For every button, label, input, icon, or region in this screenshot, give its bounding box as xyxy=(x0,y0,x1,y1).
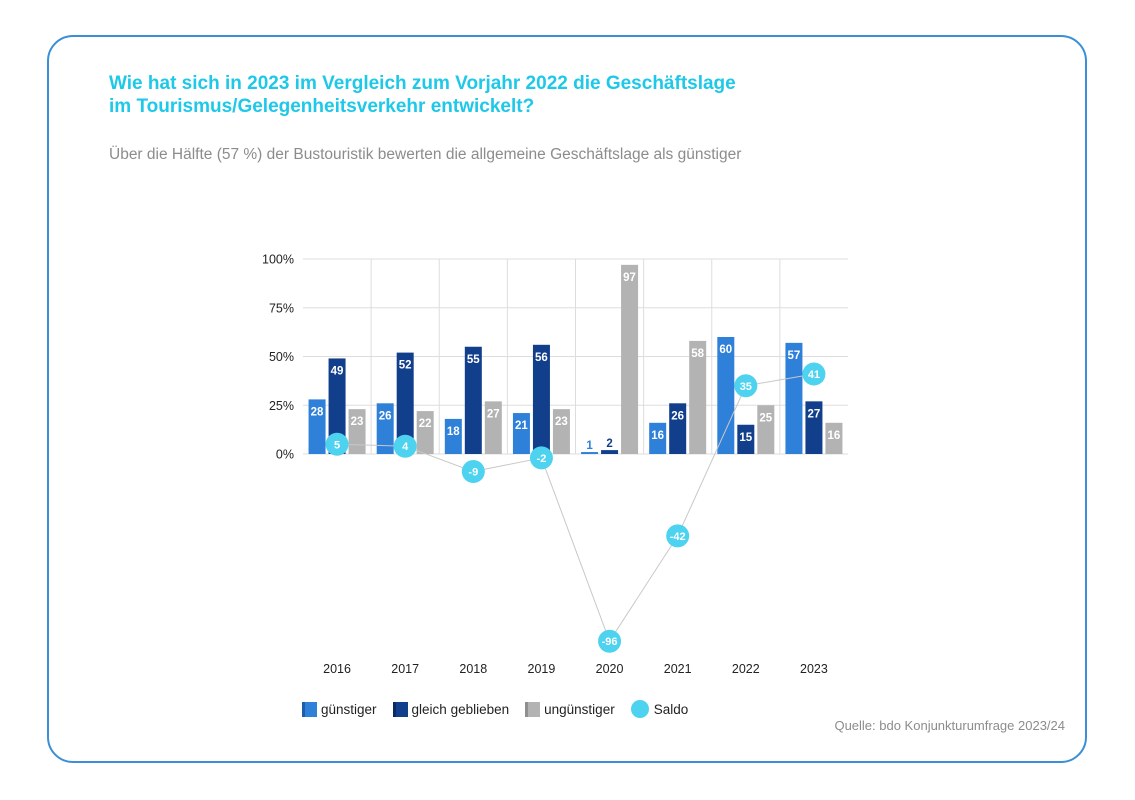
legend-label-saldo: Saldo xyxy=(653,701,689,717)
saldo-label: -2 xyxy=(537,453,547,465)
data-label-gleich: 15 xyxy=(739,432,752,444)
bar-unguenstiger xyxy=(757,405,775,454)
bar-guenstiger xyxy=(512,413,530,454)
data-label-unguenstiger: 16 xyxy=(828,430,841,442)
bar-guenstiger xyxy=(444,418,462,454)
x-tick-label: 2022 xyxy=(732,662,760,676)
bar-unguenstiger xyxy=(689,340,707,454)
data-label-gleich: 2 xyxy=(606,438,612,450)
saldo-label: -96 xyxy=(602,636,618,648)
chart-card xyxy=(47,35,1087,763)
legend-swatch-saldo xyxy=(630,700,649,718)
chart-title-line-2: im Tourismus/Gelegenheitsverkehr entwick… xyxy=(109,96,535,117)
bar-unguenstiger xyxy=(348,409,366,454)
bar-gleich xyxy=(396,352,414,454)
data-label-guenstiger: 21 xyxy=(515,420,528,432)
bar-guenstiger xyxy=(308,399,326,454)
chart-subtitle: Über die Hälfte (57 %) der Bustouristik … xyxy=(109,146,742,163)
saldo-point xyxy=(325,432,349,456)
bar-gleich xyxy=(532,344,550,454)
bar-unguenstiger xyxy=(621,264,639,454)
saldo-point xyxy=(461,460,485,484)
saldo-label: -42 xyxy=(670,531,686,543)
legend-item-saldo: Saldo xyxy=(630,700,689,718)
saldo-line xyxy=(337,373,815,643)
bar-gleich xyxy=(669,403,687,454)
bar-gleich xyxy=(805,401,823,454)
chart-legend: günstiger gleich geblieben ungünstiger S… xyxy=(302,700,704,718)
legend-label-gleich: gleich geblieben xyxy=(411,701,510,717)
data-label-guenstiger: 26 xyxy=(379,410,392,422)
data-label-unguenstiger: 23 xyxy=(555,416,568,428)
chart-title: Wie hat sich in 2023 im Vergleich zum Vo… xyxy=(109,72,869,118)
saldo-point xyxy=(802,362,826,386)
source-note: Quelle: bdo Konjunkturumfrage 2023/24 xyxy=(834,718,1065,733)
data-label-unguenstiger: 97 xyxy=(623,272,636,284)
legend-item-guenstiger: günstiger xyxy=(302,701,377,717)
saldo-point xyxy=(393,434,417,458)
data-label-gleich: 49 xyxy=(331,365,344,377)
saldo-label: 5 xyxy=(334,439,340,451)
saldo-point xyxy=(666,524,690,548)
legend-label-unguenstiger: ungünstiger xyxy=(544,701,615,717)
data-label-unguenstiger: 27 xyxy=(487,408,500,420)
y-tick-label: 0% xyxy=(276,448,294,462)
bar-guenstiger xyxy=(376,403,394,454)
x-tick-label: 2017 xyxy=(391,662,419,676)
bar-guenstiger xyxy=(785,342,803,454)
bar-guenstiger xyxy=(581,452,599,454)
y-tick-label: 100% xyxy=(262,253,294,267)
legend-item-unguenstiger: ungünstiger xyxy=(525,701,615,717)
data-label-unguenstiger: 23 xyxy=(351,416,364,428)
data-label-gleich: 52 xyxy=(399,360,412,372)
bar-guenstiger xyxy=(717,337,735,454)
data-label-unguenstiger: 25 xyxy=(759,412,772,424)
bar-unguenstiger xyxy=(416,411,434,454)
legend-swatch-guenstiger xyxy=(302,701,317,717)
x-tick-label: 2016 xyxy=(323,662,351,676)
chart-title-line-1: Wie hat sich in 2023 im Vergleich zum Vo… xyxy=(109,73,736,94)
bar-gleich xyxy=(737,424,755,454)
saldo-label: 41 xyxy=(808,369,820,381)
saldo-label: 35 xyxy=(740,381,752,393)
bar-unguenstiger xyxy=(552,409,570,454)
bar-unguenstiger xyxy=(484,401,502,454)
data-label-unguenstiger: 22 xyxy=(419,418,432,430)
data-label-gleich: 55 xyxy=(467,354,480,366)
data-label-gleich: 27 xyxy=(808,408,821,420)
data-label-gleich: 56 xyxy=(535,352,548,364)
data-label-guenstiger: 57 xyxy=(788,350,801,362)
data-label-gleich: 26 xyxy=(671,410,684,422)
bar-guenstiger xyxy=(649,422,667,454)
x-tick-label: 2018 xyxy=(459,662,487,676)
data-label-unguenstiger: 58 xyxy=(691,348,704,360)
saldo-label: 4 xyxy=(402,441,409,453)
legend-swatch-unguenstiger xyxy=(525,701,541,717)
saldo-label: -9 xyxy=(468,467,478,479)
data-label-guenstiger: 60 xyxy=(719,344,732,356)
saldo-point xyxy=(734,374,758,398)
y-tick-label: 75% xyxy=(269,301,294,315)
data-label-guenstiger: 18 xyxy=(447,426,460,438)
x-tick-label: 2019 xyxy=(528,662,556,676)
bar-gleich xyxy=(601,450,619,454)
bar-gleich xyxy=(464,346,482,454)
legend-swatch-gleich xyxy=(392,701,408,717)
y-tick-label: 25% xyxy=(269,399,294,413)
data-label-guenstiger: 16 xyxy=(651,430,664,442)
data-label-guenstiger: 1 xyxy=(586,440,593,452)
x-tick-label: 2023 xyxy=(800,662,828,676)
x-tick-label: 2020 xyxy=(596,662,624,676)
y-tick-label: 50% xyxy=(269,350,294,364)
legend-label-guenstiger: günstiger xyxy=(321,701,377,717)
saldo-point xyxy=(598,629,622,653)
legend-item-gleich: gleich geblieben xyxy=(392,701,510,717)
saldo-point xyxy=(529,446,553,470)
bar-gleich xyxy=(328,358,346,454)
bar-unguenstiger xyxy=(825,422,843,454)
x-tick-label: 2021 xyxy=(664,662,692,676)
data-label-guenstiger: 28 xyxy=(311,406,324,418)
